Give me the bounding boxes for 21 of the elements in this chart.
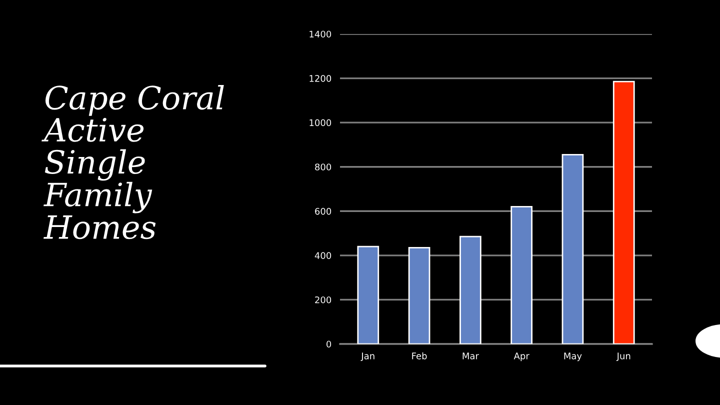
x-tick-label: Feb xyxy=(412,352,427,360)
x-tick-label: May xyxy=(564,352,582,362)
x-tick-label: Jan xyxy=(360,352,374,361)
bar xyxy=(510,206,532,344)
y-tick-label: 800 xyxy=(315,164,332,170)
y-tick-label: 1200 xyxy=(310,75,332,82)
y-tick-label: 200 xyxy=(315,296,332,304)
y-tick-label: 1000 xyxy=(310,119,332,126)
y-tick-label: 600 xyxy=(315,208,332,215)
bar xyxy=(357,246,380,344)
text: Cape Coral Active Single Family Homes xyxy=(42,85,224,240)
y-tick-label: 1400 xyxy=(310,30,332,38)
y-tick-label: 400 xyxy=(314,252,332,259)
bar xyxy=(562,154,584,344)
bar xyxy=(612,80,635,344)
x-tick-label: Jun xyxy=(616,352,630,361)
x-tick-label: Mar xyxy=(462,352,479,360)
y-tick-label: 0 xyxy=(326,340,332,348)
bar xyxy=(460,236,482,344)
bar xyxy=(408,246,430,344)
x-tick-label: Apr xyxy=(514,352,530,362)
